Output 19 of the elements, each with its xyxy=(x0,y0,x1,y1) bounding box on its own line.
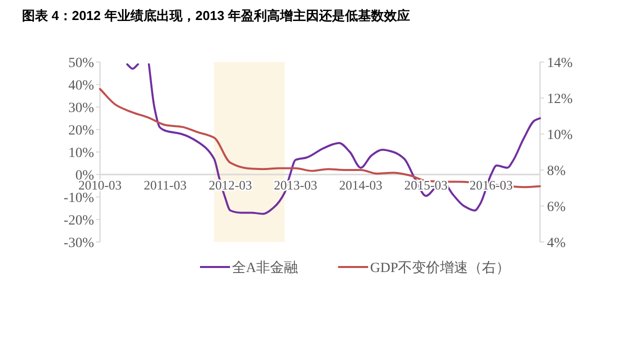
y2-tick-label: 4% xyxy=(547,236,566,251)
y2-tick-label: 6% xyxy=(547,200,566,215)
y-tick-label: -30% xyxy=(64,236,94,251)
y2-tick-label: 10% xyxy=(547,128,573,143)
y-tick-label: -10% xyxy=(64,191,94,206)
chart-title: 图表 4：2012 年业绩底出现，2013 年盈利高增主因还是低基数效应 xyxy=(22,8,410,23)
y-tick-label: 50% xyxy=(68,56,94,71)
y-tick-label: 20% xyxy=(68,124,94,138)
y-tick-label: 10% xyxy=(68,146,94,161)
y-tick-label: -20% xyxy=(64,214,94,228)
y2-tick-label: 8% xyxy=(547,164,566,179)
y2-tick-label: 14% xyxy=(547,56,573,71)
y-tick-label: 40% xyxy=(68,78,94,94)
x-tick-label: 2011-03 xyxy=(144,178,187,192)
y-tick-label: 30% xyxy=(68,101,94,116)
legend-label: 全A非金融 xyxy=(232,260,298,276)
x-tick-label: 2014-03 xyxy=(339,178,382,192)
y2-tick-label: 12% xyxy=(547,92,573,107)
legend-label: GDP不变价增速（右） xyxy=(370,260,510,276)
